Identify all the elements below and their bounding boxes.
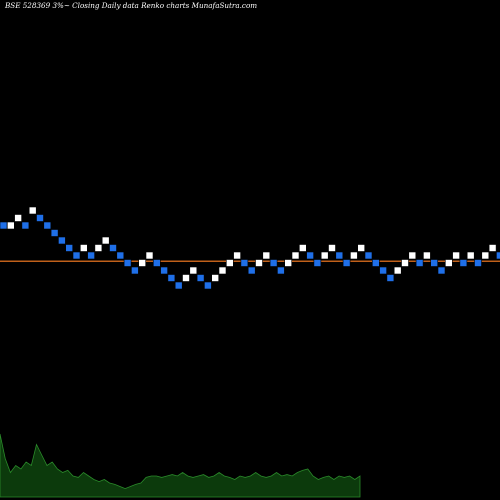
renko-brick-down [58,236,66,245]
renko-brick-up [94,244,103,252]
renko-brick-down [437,266,446,275]
renko-brick-down [459,259,468,267]
renko-brick-up [284,259,293,267]
renko-brick-down [371,259,380,267]
renko-brick-up [291,251,300,260]
renko-brick-up [28,206,37,215]
renko-brick-down [342,259,351,267]
renko-brick-down [474,259,482,267]
renko-brick-down [65,244,73,252]
renko-brick-up [481,251,490,260]
renko-brick-up [408,251,417,260]
renko-brick-down [36,214,44,222]
renko-brick-down [174,281,183,290]
renko-brick-down [277,266,285,275]
renko-brick-down [0,221,8,230]
renko-brick-down [379,266,387,275]
renko-brick-down [430,259,439,267]
renko-brick-up [7,221,15,230]
reference-lines [0,260,500,262]
renko-brick-up [452,251,460,260]
renko-brick-up [211,274,219,282]
renko-brick-up [320,251,329,260]
renko-brick-up [145,251,154,260]
renko-bricks [0,206,500,290]
renko-brick-up [182,274,190,282]
renko-brick-up [350,251,358,260]
renko-brick-up [189,266,198,275]
renko-brick-up [226,259,234,267]
renko-brick-down [240,259,249,267]
renko-brick-up [423,251,431,260]
chart-title: BSE 528369 3%~ Closing Daily data Renko … [5,1,258,10]
renko-brick-down [153,259,161,267]
volume-panel [0,433,361,498]
renko-brick-up [466,251,475,260]
renko-brick-down [167,274,176,282]
renko-brick-down [335,251,344,260]
renko-brick-down [386,274,395,282]
renko-brick-down [72,251,81,260]
renko-brick-down [131,266,139,275]
renko-brick-up [80,244,88,252]
renko-brick-up [401,259,409,267]
renko-brick-down [87,251,95,260]
renko-brick-down [415,259,424,267]
renko-brick-down [247,266,256,275]
volume-area [0,433,361,498]
renko-brick-up [488,244,497,252]
renko-brick-down [313,259,322,267]
renko-brick-down [160,266,168,275]
renko-brick-up [218,266,227,275]
renko-brick-down [43,221,52,230]
renko-brick-up [298,244,307,252]
renko-brick-down [196,274,205,282]
renko-brick-down [306,251,314,260]
renko-brick-down [116,251,125,260]
renko-brick-down [364,251,373,260]
renko-brick-down [204,281,212,290]
renko-brick-up [357,244,366,252]
renko-brick-up [444,259,453,267]
renko-brick-up [233,251,241,260]
renko-brick-up [262,251,271,260]
renko-brick-down [123,259,132,267]
renko-brick-up [14,214,22,222]
renko-brick-down [21,221,30,230]
renko-brick-up [255,259,263,267]
renko-brick-up [138,259,146,267]
renko-brick-up [393,266,402,275]
renko-brick-down [496,251,500,260]
renko-brick-down [109,244,117,252]
renko-brick-down [269,259,278,267]
renko-brick-up [328,244,336,252]
renko-brick-up [101,236,110,245]
renko-brick-down [50,229,59,237]
